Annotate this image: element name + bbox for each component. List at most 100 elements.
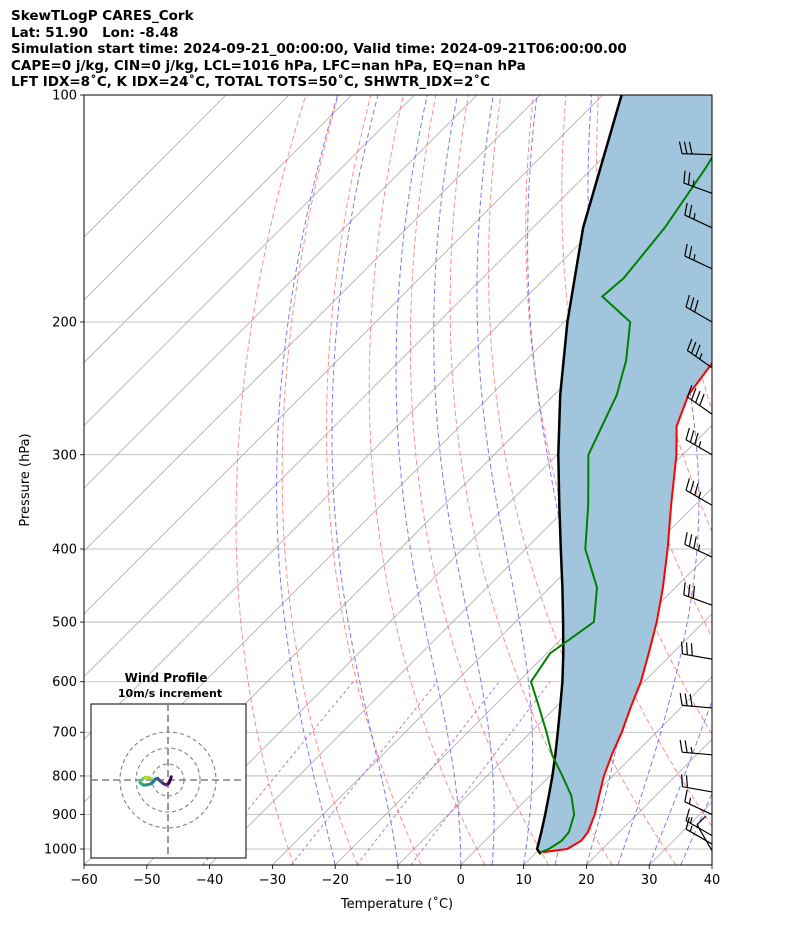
- wind-barb-flag: [685, 427, 690, 440]
- y-tick-label: 300: [52, 448, 77, 463]
- wind-barb-flag: [687, 172, 691, 185]
- wind-barb: [679, 739, 713, 756]
- moist-adiabat: [617, 95, 700, 865]
- wind-barb: [684, 789, 713, 816]
- moist-adiabat: [527, 95, 579, 865]
- y-tick-label: 1000: [44, 843, 77, 858]
- wind-barb-flag: [679, 693, 683, 706]
- moist-adiabat: [276, 95, 339, 865]
- wind-barb: [683, 170, 713, 194]
- wind-barb-half-flag: [698, 441, 702, 448]
- wind-barb-half-flag: [689, 817, 693, 824]
- mixing-ratio-line: [290, 681, 438, 865]
- stability-line-1: CAPE=0 j/kg, CIN=0 j/kg, LCL=1016 hPa, L…: [11, 57, 526, 74]
- wind-barb-flag: [683, 141, 688, 154]
- wind-barb-flag: [684, 740, 688, 753]
- wind-barb-half-flag: [698, 491, 702, 498]
- wind-barb: [696, 815, 713, 851]
- wind-barb-flag: [684, 202, 688, 216]
- wind-barb: [680, 774, 713, 793]
- wind-barb-flag: [689, 430, 695, 443]
- wind-barb-flag: [689, 297, 695, 310]
- x-axis-label: Temperature (˚C): [340, 896, 453, 912]
- wind-barb-half-flag: [689, 825, 693, 832]
- x-tick-label: 0: [457, 873, 465, 888]
- wind-barb: [684, 532, 713, 558]
- x-tick-label: 30: [641, 873, 658, 888]
- dry-adiabat: [235, 95, 307, 865]
- wind-barb-flag: [679, 739, 683, 753]
- temperature-profile-line: [542, 361, 712, 854]
- moist-adiabat: [648, 699, 712, 865]
- x-tick-label: −60: [70, 873, 97, 888]
- y-tick-label: 200: [52, 315, 77, 330]
- wind-barb-flag: [687, 584, 691, 597]
- wind-barb: [686, 338, 713, 369]
- wind-barb: [680, 641, 713, 660]
- wind-barb-half-flag: [699, 353, 703, 360]
- wind-barb: [684, 202, 713, 229]
- x-tick-label: 40: [704, 873, 721, 888]
- moist-adiabat: [476, 95, 534, 865]
- wind-barb-flag: [692, 586, 696, 599]
- wind-barb-flag: [685, 808, 690, 821]
- x-tick-label: −20: [321, 873, 348, 888]
- wind-barb-flag: [685, 642, 688, 655]
- wind-barb-half-flag: [693, 254, 696, 261]
- x-tick-label: −40: [196, 873, 223, 888]
- wind-barb-flag: [685, 478, 690, 491]
- wind-barb-half-flag: [697, 544, 701, 551]
- x-tick-label: 20: [578, 873, 595, 888]
- wind-barb-flag: [684, 693, 688, 706]
- wind-barb-flag: [686, 338, 693, 351]
- isotherm--10: [397, 550, 712, 865]
- y-tick-label: 800: [52, 769, 77, 784]
- dry-adiabat: [281, 95, 358, 865]
- y-axis-label: Pressure (hPa): [18, 433, 33, 526]
- mixing-ratio-line: [356, 681, 500, 865]
- wind-barb-flag: [693, 536, 697, 549]
- wind-barb-flag: [690, 341, 697, 354]
- wind-barb-flag: [684, 243, 688, 257]
- location-line: Lat: 51.90 Lon: -8.48: [11, 24, 179, 41]
- wind-barb-half-flag: [688, 797, 692, 805]
- isotherm--100: [84, 95, 604, 615]
- moist-adiabat: [433, 95, 495, 865]
- y-tick-label: 100: [52, 89, 77, 104]
- time-line: Simulation start time: 2024-09-21_00:00:…: [11, 41, 627, 57]
- isotherm--130: [84, 95, 415, 426]
- sounding-profiles: [529, 95, 712, 855]
- wind-barb-flag: [695, 390, 701, 403]
- dry-adiabat: [368, 95, 486, 865]
- wind-barb: [685, 478, 713, 506]
- wind-barbs: [678, 141, 713, 851]
- wind-barb: [685, 427, 713, 456]
- moist-adiabat: [395, 95, 462, 865]
- moist-adiabat: [331, 95, 399, 865]
- y-tick-label: 500: [52, 616, 77, 631]
- wind-barb: [685, 294, 713, 323]
- isotherm--140: [84, 95, 352, 364]
- hodograph-segment: [146, 775, 153, 780]
- isotherm--150: [84, 95, 290, 301]
- chart-header: SkewTLogP CARES_Cork Lat: 51.90 Lon: -8.…: [11, 8, 627, 91]
- wind-barb-flag: [690, 388, 697, 401]
- wind-barb-flag: [694, 432, 699, 445]
- y-tick-label: 600: [52, 675, 77, 690]
- wind-barb: [684, 243, 713, 270]
- wind-barb-flag: [680, 774, 684, 787]
- isotherm-10: [523, 676, 712, 865]
- wind-barb-flag: [689, 480, 695, 493]
- chart-title: SkewTLogP CARES_Cork: [11, 8, 194, 24]
- wind-barb-half-flag: [692, 180, 695, 187]
- dry-adiabat: [728, 95, 794, 865]
- x-axis-ticks: −60 −50 −40 −30 −20 −10 0 10 20 30 40: [70, 865, 720, 888]
- wind-barb-flag: [688, 141, 693, 155]
- wind-barb: [678, 141, 713, 156]
- wind-barb-staff: [696, 824, 713, 851]
- hodograph-subtitle: 10m/s increment: [118, 687, 222, 700]
- wind-barb: [679, 693, 713, 709]
- dry-adiabat: [409, 95, 550, 865]
- wind-barb-flag: [683, 170, 686, 184]
- wind-barb-flag: [686, 385, 693, 398]
